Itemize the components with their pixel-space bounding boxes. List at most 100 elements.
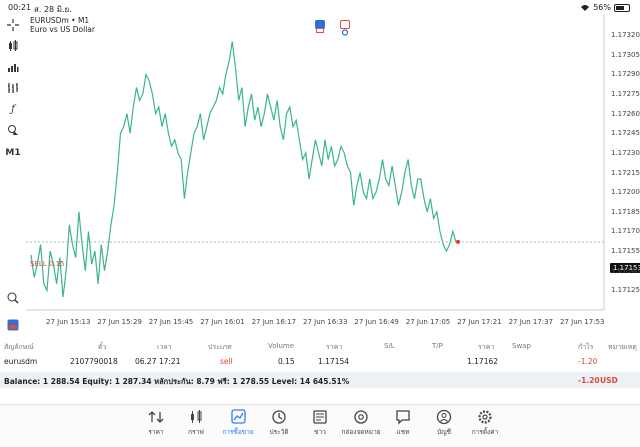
y-tick-label: 1.17260 bbox=[611, 109, 640, 118]
header-time: เวลา bbox=[157, 343, 172, 351]
header-tp: T/P bbox=[432, 342, 443, 350]
x-tick-label: 27 Jun 17:37 bbox=[508, 318, 554, 326]
y-tick-label: 1.17185 bbox=[611, 207, 640, 216]
x-tick-label: 27 Jun 15:45 bbox=[148, 318, 194, 326]
tab-label: ราคา bbox=[148, 428, 164, 436]
battery-fill bbox=[616, 5, 624, 10]
battery-percent: 56% bbox=[593, 3, 611, 12]
candles-tool-icon[interactable] bbox=[5, 39, 21, 53]
tab-history[interactable]: ประวัติ bbox=[259, 409, 299, 437]
arrows-updown-icon bbox=[148, 411, 164, 423]
tab-chart[interactable]: กราฟ bbox=[176, 409, 216, 437]
battery-icon bbox=[614, 3, 630, 12]
trade-table-header: สัญลักษณ์ ตั๋ว เวลา ประเภท Volume ราคา S… bbox=[0, 342, 640, 354]
trade-row[interactable]: eurusdm 2107790018 06.27 17:21 sell 0.15… bbox=[0, 357, 640, 371]
tab-news[interactable]: ข่าว bbox=[300, 409, 340, 437]
header-type: ประเภท bbox=[208, 343, 232, 351]
mailbox-icon bbox=[354, 410, 368, 424]
one-click-trading-icon[interactable] bbox=[5, 318, 21, 332]
header-symbol: สัญลักษณ์ bbox=[4, 343, 34, 351]
tab-label: การซื้อขาย bbox=[222, 428, 254, 436]
tab-mailbox[interactable]: กล่องจดหมาย bbox=[341, 409, 381, 437]
row-ticket: 2107790018 bbox=[70, 357, 118, 366]
x-tick-label: 27 Jun 16:33 bbox=[303, 318, 348, 326]
header-price: ราคา bbox=[326, 343, 343, 351]
header-ticket: ตั๋ว bbox=[98, 343, 107, 351]
wifi-icon bbox=[581, 4, 590, 11]
x-tick-label: 27 Jun 17:05 bbox=[405, 318, 451, 326]
settings-icon bbox=[478, 410, 492, 424]
tab-trade[interactable]: การซื้อขาย bbox=[218, 409, 258, 437]
header-sl: S/L bbox=[384, 342, 395, 350]
y-tick-label: 1.17320 bbox=[611, 31, 640, 40]
timeframe-button[interactable]: M1 bbox=[5, 148, 21, 158]
chart-toolbar: ƒ M1 bbox=[0, 14, 26, 344]
indicators-icon[interactable]: ƒ bbox=[11, 103, 15, 115]
ohlc-bars-icon[interactable] bbox=[5, 81, 21, 95]
x-tick-label: 27 Jun 16:01 bbox=[200, 318, 245, 326]
y-tick-label: 1.17125 bbox=[611, 286, 640, 295]
news-icon bbox=[313, 410, 327, 424]
balance-currency: USD bbox=[600, 376, 618, 385]
bottom-tab-bar: ราคา กราฟ การซื้อขาย ประวัติ ข่าว กล่องจ… bbox=[0, 404, 640, 447]
zoom-icon[interactable] bbox=[5, 291, 21, 305]
balance-summary: Balance: 1 288.54 Equity: 1 287.34 หลักป… bbox=[4, 377, 350, 386]
x-tick-label: 27 Jun 16:17 bbox=[251, 318, 297, 326]
tab-label: การตั้งค่า bbox=[471, 428, 499, 436]
row-volume: 0.15 bbox=[278, 357, 295, 366]
tab-quotes[interactable]: ราคา bbox=[136, 409, 176, 437]
y-tick-label: 1.17305 bbox=[611, 50, 640, 59]
status-right: 56% bbox=[580, 3, 630, 12]
row-time: 06.27 17:21 bbox=[135, 357, 181, 366]
tab-label: กล่องจดหมาย bbox=[341, 428, 381, 436]
tab-chat[interactable]: แชท bbox=[383, 409, 423, 437]
header-current-price: ราคา bbox=[478, 343, 495, 351]
tab-label: กราฟ bbox=[188, 428, 204, 436]
chart-description-line: Euro vs US Dollar bbox=[30, 25, 95, 34]
tab-account[interactable]: บัญชี bbox=[424, 409, 464, 437]
tab-label: แชท bbox=[396, 428, 410, 436]
crosshair-icon[interactable] bbox=[5, 18, 21, 32]
last-price-marker bbox=[456, 239, 460, 244]
candles-icon bbox=[191, 410, 202, 423]
trade-panel-button[interactable] bbox=[315, 20, 325, 33]
sell-position-label: SELL 0.15 bbox=[30, 260, 65, 268]
row-symbol: eurusdm bbox=[4, 357, 38, 366]
header-volume: Volume bbox=[268, 342, 295, 350]
objects-icon[interactable] bbox=[5, 123, 21, 137]
status-bar: 00:21 ส. 28 มิ.ย. 56% bbox=[0, 0, 640, 14]
chart-title: EURUSDm • M1 Euro vs US Dollar bbox=[30, 16, 95, 34]
status-date: ส. 28 มิ.ย. bbox=[34, 5, 72, 14]
balance-bar: Balance: 1 288.54 Equity: 1 287.34 หลักป… bbox=[0, 372, 640, 388]
row-profit: -1.20 bbox=[578, 357, 598, 366]
x-tick-label: 27 Jun 16:49 bbox=[354, 318, 399, 326]
y-tick-label: 1.17215 bbox=[611, 168, 640, 177]
volume-bars-icon[interactable] bbox=[5, 60, 21, 74]
header-comment: หมายเหตุ bbox=[608, 343, 637, 351]
chat-icon bbox=[396, 410, 410, 425]
tab-label: ข่าว bbox=[314, 428, 326, 436]
x-tick-label: 27 Jun 15:13 bbox=[46, 318, 91, 326]
row-price: 1.17154 bbox=[318, 357, 350, 366]
tab-label: บัญชี bbox=[436, 428, 452, 436]
header-profit: กำไร bbox=[578, 343, 594, 351]
timer-button[interactable] bbox=[340, 20, 350, 36]
row-type: sell bbox=[220, 357, 233, 366]
y-tick-label: 1.17155 bbox=[611, 247, 640, 256]
current-price-tag: 1.17153 bbox=[610, 263, 640, 273]
y-tick-label: 1.17275 bbox=[611, 90, 640, 98]
balance-total-profit: -1.20 bbox=[578, 376, 600, 385]
price-chart[interactable]: EURUSDm • M1 Euro vs US Dollar SELL 0.15… bbox=[26, 14, 640, 344]
status-time: 00:21 bbox=[8, 3, 32, 12]
trade-chart-icon bbox=[231, 409, 246, 424]
chart-symbol-line: EURUSDm • M1 bbox=[30, 16, 90, 25]
x-tick-label: 27 Jun 15:29 bbox=[97, 318, 142, 326]
row-current-price: 1.17162 bbox=[467, 357, 499, 366]
y-tick-label: 1.17230 bbox=[611, 148, 640, 157]
header-swap: Swap bbox=[512, 342, 531, 350]
history-icon bbox=[272, 410, 286, 424]
account-icon bbox=[436, 409, 452, 425]
y-tick-label: 1.17290 bbox=[611, 70, 640, 79]
y-tick-label: 1.17245 bbox=[611, 129, 640, 138]
tab-settings[interactable]: การตั้งค่า bbox=[465, 409, 505, 437]
